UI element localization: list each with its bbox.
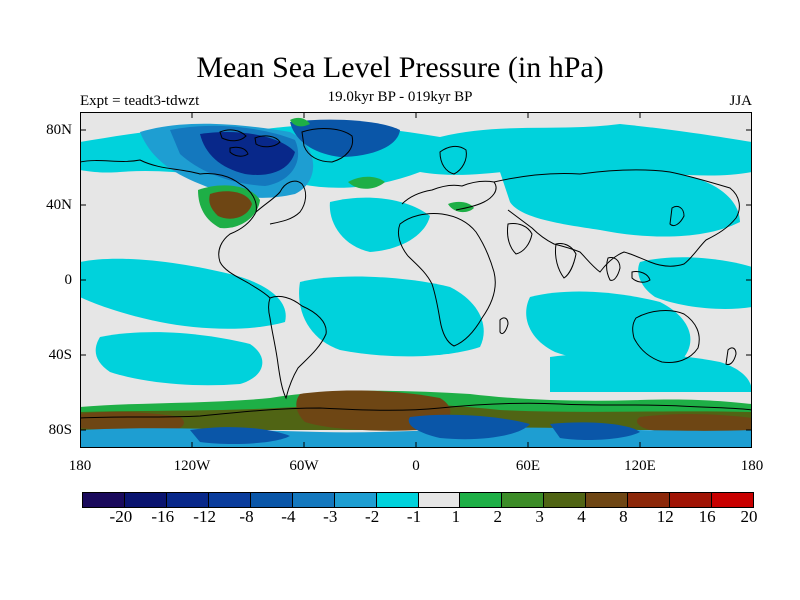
map-frame bbox=[80, 112, 752, 448]
lat-label-80n: 80N bbox=[46, 122, 72, 138]
lat-label-0: 0 bbox=[64, 272, 73, 288]
colorbar-label: 4 bbox=[577, 507, 586, 526]
lat-label-40s: 40S bbox=[48, 347, 72, 363]
colorbar-swatch bbox=[670, 493, 713, 507]
mediterranean-green bbox=[448, 201, 474, 213]
atlantic-green-strip bbox=[348, 176, 385, 189]
antarctic-darkblue-2 bbox=[190, 427, 290, 444]
colorbar-label: -1 bbox=[406, 507, 422, 526]
coast-africa bbox=[397, 213, 496, 347]
colorbar-label: -3 bbox=[323, 507, 338, 526]
coast-southeast-asia bbox=[606, 257, 651, 283]
lon-label-120e: 120E bbox=[624, 458, 656, 474]
antarctic-darkblue-1 bbox=[408, 414, 530, 440]
pressure-map bbox=[80, 112, 752, 448]
lon-label-180w: 180 bbox=[68, 458, 92, 474]
colorbar-label: -4 bbox=[281, 507, 296, 526]
colorbar-label: 8 bbox=[619, 507, 628, 526]
colorbar-swatch bbox=[460, 493, 503, 507]
colorbar-swatch bbox=[376, 493, 419, 507]
time-range-subtitle: 19.0kyr BP - 019kyr BP bbox=[327, 89, 473, 105]
atlantic-cyan bbox=[329, 197, 430, 252]
colorbar-swatch bbox=[250, 493, 293, 507]
colorbar-swatch bbox=[334, 493, 377, 507]
lat-label-80s: 80S bbox=[48, 422, 72, 438]
colorbar-swatch bbox=[124, 493, 167, 507]
eastpacific-cyan bbox=[638, 257, 752, 309]
pacific-cyan bbox=[80, 258, 286, 329]
coast-north-america bbox=[80, 159, 307, 299]
coast-new-zealand bbox=[725, 347, 737, 365]
colorbar-label: 20 bbox=[740, 507, 758, 526]
coast-scandinavia bbox=[439, 145, 467, 175]
antarctica-brown-east bbox=[637, 414, 752, 435]
lon-label-120w: 120W bbox=[173, 458, 211, 474]
lon-label-180e: 180 bbox=[740, 458, 764, 474]
antarctic-darkblue-3 bbox=[550, 422, 640, 440]
lon-label-0: 0 bbox=[412, 458, 420, 474]
coast-australia bbox=[632, 310, 700, 363]
coast-india bbox=[555, 243, 577, 279]
lon-label-60e: 60E bbox=[515, 458, 541, 474]
season-label: JJA bbox=[729, 93, 752, 109]
colorbar-label: -2 bbox=[365, 507, 380, 526]
colorbar-label: -16 bbox=[151, 507, 175, 526]
southindian-cyan bbox=[550, 352, 752, 392]
colorbar-swatch bbox=[292, 493, 335, 507]
experiment-label: Expt = teadt3-tdwzt bbox=[80, 93, 200, 109]
colorbar-swatch bbox=[628, 493, 671, 507]
us-brown bbox=[209, 191, 252, 219]
coast-south-america bbox=[268, 295, 327, 400]
coast-arabia bbox=[507, 223, 533, 255]
coastlines bbox=[80, 128, 752, 419]
colorbar-swatch bbox=[544, 493, 587, 507]
colorbar-swatch bbox=[83, 493, 125, 507]
colorbar-label: -20 bbox=[109, 507, 133, 526]
coast-antarctica bbox=[80, 402, 752, 419]
colorbar-swatch bbox=[418, 493, 461, 507]
colorbar-label: -12 bbox=[193, 507, 216, 526]
colorbar-label: -8 bbox=[239, 507, 254, 526]
colorbar-swatch bbox=[502, 493, 545, 507]
coast-canadian-archipelago bbox=[219, 129, 281, 157]
colorbar-label: 2 bbox=[493, 507, 503, 526]
coast-greenland bbox=[301, 128, 354, 163]
coast-japan bbox=[669, 205, 685, 227]
colorbar-label: 16 bbox=[698, 507, 716, 526]
lon-label-60w: 60W bbox=[289, 458, 319, 474]
greenland-green bbox=[290, 117, 310, 127]
coast-madagascar bbox=[499, 317, 509, 335]
colorbar-swatch bbox=[712, 493, 753, 507]
coast-europe bbox=[401, 180, 497, 211]
southpacific-cyan bbox=[95, 332, 263, 386]
colorbar bbox=[82, 492, 754, 508]
colorbar-label: 3 bbox=[535, 507, 544, 526]
southatlantic-cyan bbox=[299, 276, 484, 357]
indianocean-cyan bbox=[526, 291, 691, 366]
colorbar-label: 12 bbox=[656, 507, 674, 526]
coast-asia bbox=[493, 169, 740, 273]
colorbar-swatch bbox=[208, 493, 251, 507]
colorbar-swatch bbox=[166, 493, 209, 507]
colorbar-swatch bbox=[586, 493, 629, 507]
lat-label-40n: 40N bbox=[46, 197, 72, 213]
eurasia-cyan bbox=[500, 166, 740, 237]
page-title: Mean Sea Level Pressure (in hPa) bbox=[196, 51, 604, 84]
colorbar-label: 1 bbox=[451, 507, 461, 526]
